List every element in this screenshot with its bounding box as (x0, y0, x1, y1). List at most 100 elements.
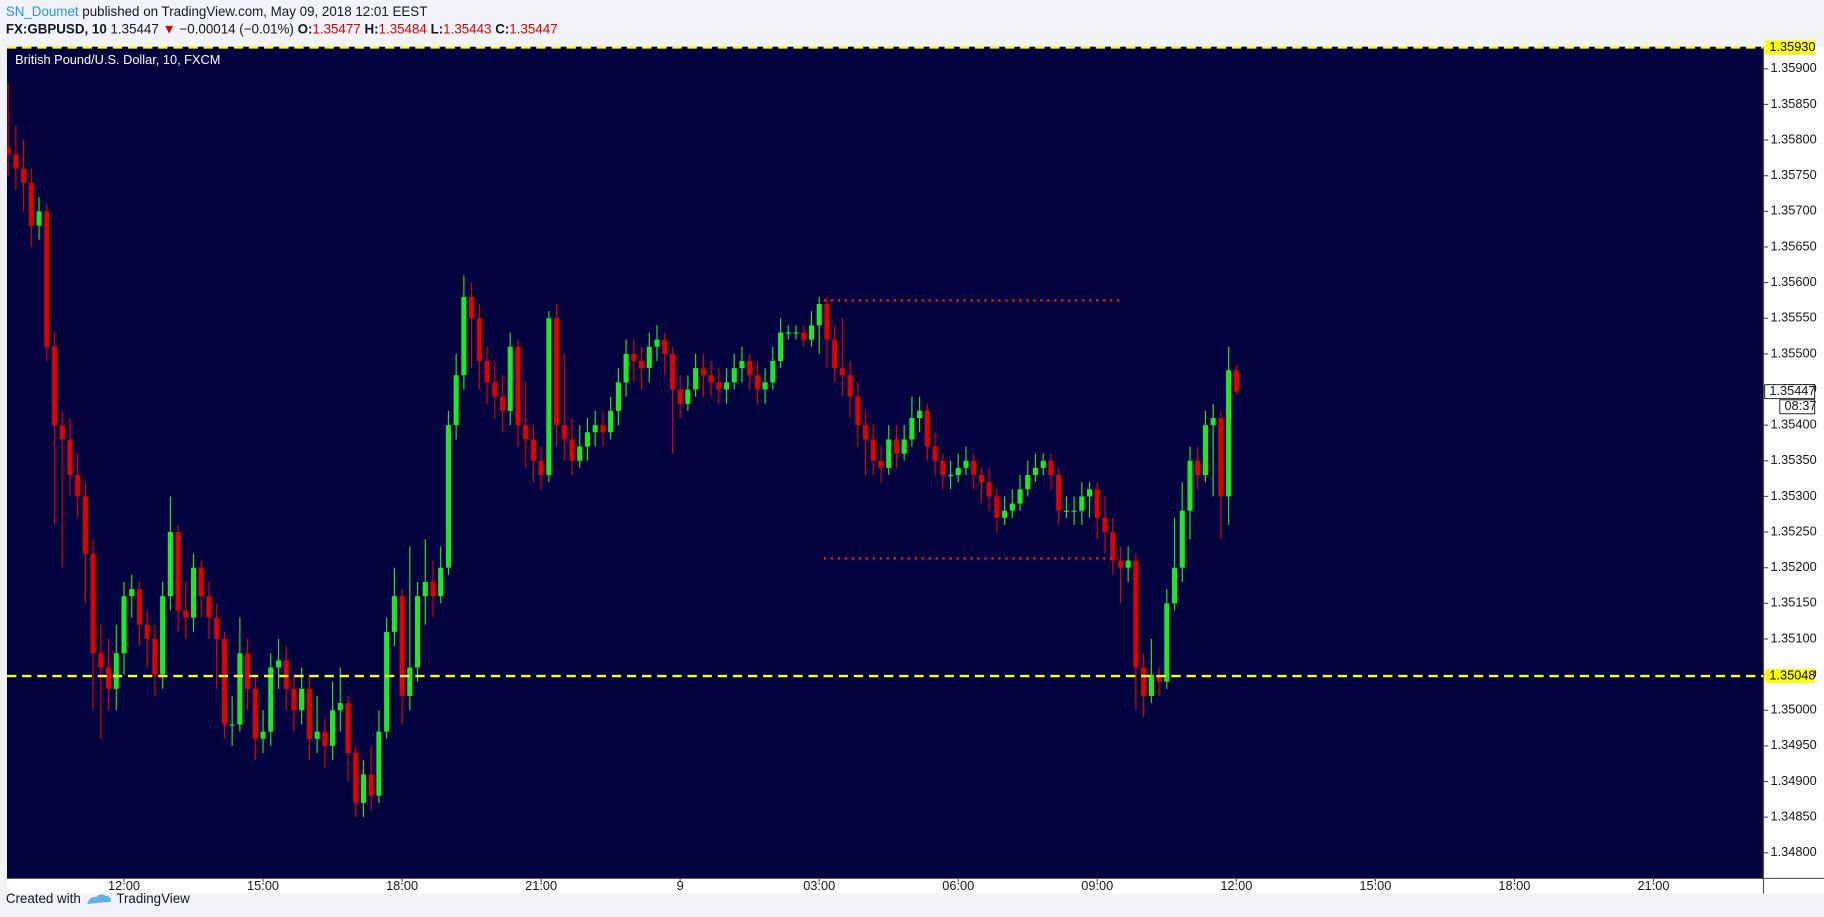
published: published on TradingView.com, May 09, 20… (82, 3, 427, 18)
candle-body (13, 154, 19, 169)
footer-brand[interactable]: TradingView (116, 891, 190, 906)
candle-body (1079, 496, 1085, 511)
high-label: H: (364, 21, 378, 36)
last-price-box (1764, 384, 1816, 400)
candle-body (152, 638, 158, 675)
candle-body (453, 375, 459, 426)
y-tick-label: 1.35800 (1770, 131, 1816, 146)
candle-body (762, 382, 768, 390)
footer-created: Created with (6, 891, 81, 906)
y-tick-label: 1.35300 (1770, 488, 1816, 503)
candle-body (1226, 370, 1232, 497)
y-tick-label: 1.34900 (1770, 773, 1816, 788)
y-tick-label: 1.35000 (1770, 702, 1816, 717)
candle-body (214, 617, 220, 639)
candle-body (36, 211, 42, 226)
candle-body (252, 688, 258, 739)
candle-body (183, 610, 189, 618)
candle-body (44, 211, 50, 347)
countdown-label: 08:37 (1784, 398, 1816, 413)
candle-body (245, 653, 251, 689)
candle-body (1002, 510, 1008, 518)
candle-body (1071, 510, 1077, 512)
candle-body (90, 553, 96, 654)
candle-body (994, 496, 1000, 518)
candle-body (1032, 467, 1039, 476)
x-tick-label: 18:00 (386, 878, 418, 893)
candle-body (337, 703, 343, 711)
candle-body (793, 332, 799, 334)
candle-body (299, 688, 305, 711)
candle-body (1195, 460, 1201, 476)
candle-body (1164, 603, 1170, 682)
candle-body (623, 353, 629, 383)
horizontal-line-label-box (1764, 40, 1815, 55)
candle-body (1025, 475, 1031, 490)
candle-body (955, 467, 961, 476)
candle-body (160, 596, 166, 675)
header-line-1: SN_Doumet published on TradingView.com, … (6, 3, 428, 18)
countdown-box (1779, 399, 1816, 415)
candle-body (384, 631, 390, 732)
candle-body (986, 482, 992, 497)
candle-body (546, 318, 552, 476)
candle-body (268, 667, 274, 732)
low-label: L: (431, 21, 444, 36)
y-tick-label: 1.35150 (1770, 595, 1816, 610)
author[interactable]: SN_Doumet (6, 3, 79, 18)
candle-body (167, 532, 173, 597)
candle-body (662, 339, 668, 354)
close-label: C: (495, 21, 509, 36)
candle-body (693, 368, 699, 390)
candle-body (932, 446, 938, 461)
candle-body (1233, 370, 1239, 392)
candle-body (530, 439, 536, 461)
close-value: 1.35447 (509, 21, 557, 36)
candle-body (963, 460, 969, 468)
candle-body (175, 532, 181, 611)
price-axis (1763, 46, 1824, 879)
candle-body (940, 460, 946, 476)
candle-body (723, 382, 730, 390)
candle-body (1141, 667, 1147, 696)
candle-body (1171, 567, 1178, 604)
candle-body (700, 368, 706, 376)
x-tick-label: 03:00 (803, 878, 835, 893)
candle-body (368, 774, 374, 796)
candle-body (106, 667, 112, 689)
candle-body (523, 425, 529, 440)
y-tick-label: 1.35550 (1770, 310, 1816, 325)
candle-body (1048, 460, 1054, 476)
y-tick-label: 1.35600 (1770, 274, 1816, 289)
open-label: O: (298, 21, 313, 36)
y-tick-label: 1.35700 (1770, 203, 1816, 218)
candle-body (237, 653, 243, 725)
candle-body (59, 425, 65, 440)
candle-body (67, 439, 73, 476)
candle-body (1148, 674, 1154, 696)
candle-body (978, 475, 984, 483)
y-tick-label: 1.34800 (1770, 844, 1816, 859)
candle-body (631, 353, 637, 362)
y-tick-label: 1.34850 (1770, 809, 1816, 824)
y-tick-label: 1.35400 (1770, 417, 1816, 432)
candle-body (260, 731, 266, 739)
candle-body (499, 396, 506, 411)
candle-body (770, 361, 776, 383)
candle-body (584, 432, 591, 447)
candle-body (816, 303, 822, 326)
candle-body (221, 638, 227, 725)
candle-body (507, 346, 513, 411)
candle-body (862, 425, 869, 440)
candle-body (414, 596, 421, 668)
candle-body (229, 724, 235, 726)
candle-body (909, 418, 915, 440)
candle-body (1087, 489, 1093, 497)
candle-body (1110, 532, 1116, 561)
candle-body (1009, 503, 1015, 511)
y-tick-label: 1.35750 (1770, 167, 1816, 182)
candle-body (198, 567, 204, 597)
y-tick-label: 1.35850 (1770, 96, 1816, 111)
